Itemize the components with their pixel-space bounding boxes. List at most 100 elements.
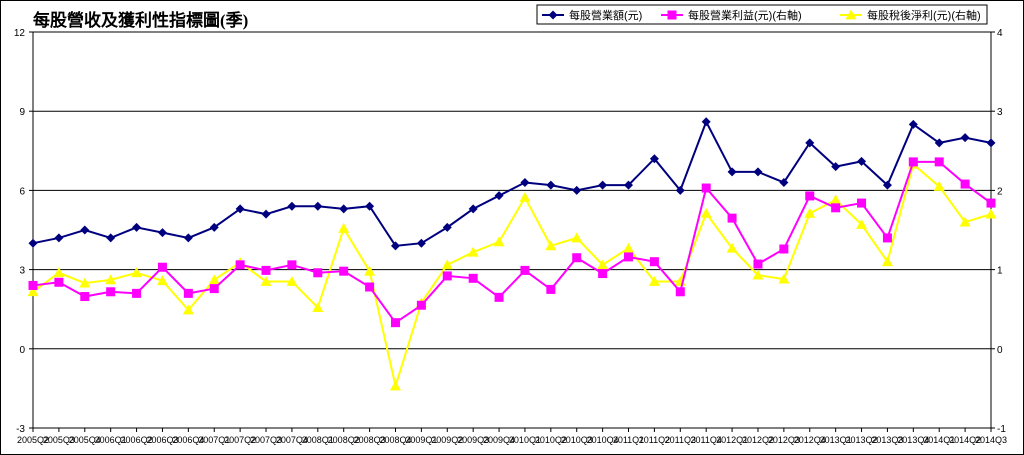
x-tick-label: 2008Q3 — [354, 435, 386, 445]
series-square — [28, 157, 996, 328]
data-point — [416, 300, 426, 310]
data-point — [546, 284, 556, 294]
x-tick-label: 2011Q2 — [639, 435, 670, 445]
data-point — [857, 198, 867, 208]
x-tick-label: 2011Q1 — [613, 435, 644, 445]
data-point — [235, 260, 245, 270]
data-point — [390, 318, 400, 328]
data-point — [572, 185, 582, 195]
data-point — [131, 267, 143, 278]
data-point — [389, 380, 401, 391]
data-point — [726, 242, 738, 253]
x-tick-label: 2006Q3 — [146, 435, 178, 445]
x-tick-label: 2012Q2 — [742, 435, 774, 445]
data-point — [752, 269, 764, 280]
x-tick-label: 2014Q3 — [975, 435, 1007, 445]
data-point — [520, 177, 530, 187]
data-point — [365, 282, 375, 292]
data-point — [209, 222, 219, 232]
data-point — [132, 288, 142, 298]
legend-marker — [548, 10, 558, 20]
data-point — [598, 180, 608, 190]
data-point — [132, 222, 142, 232]
x-tick-label: 2007Q4 — [276, 435, 308, 445]
series-line — [32, 162, 992, 390]
data-point — [831, 203, 841, 213]
data-point — [390, 241, 400, 251]
x-tick-label: 2009Q2 — [431, 435, 463, 445]
x-tick-label: 2009Q1 — [405, 435, 437, 445]
x-tick-label: 2014Q2 — [949, 435, 981, 445]
data-point — [54, 233, 64, 243]
x-tick-label: 2011Q4 — [691, 435, 722, 445]
x-tick-label: 2007Q1 — [198, 435, 230, 445]
data-point — [53, 267, 65, 278]
data-point — [545, 240, 557, 251]
data-point — [28, 280, 38, 290]
data-point — [649, 257, 659, 267]
data-point — [157, 228, 167, 238]
legend-box — [536, 4, 988, 25]
data-point — [675, 287, 685, 297]
data-point — [727, 167, 737, 177]
data-point — [79, 277, 91, 288]
data-point — [986, 198, 996, 208]
data-point — [105, 274, 117, 285]
y-right-tick-label: 3 — [997, 107, 1003, 118]
data-point — [960, 133, 970, 143]
x-tick-label: 2006Q1 — [95, 435, 127, 445]
y-left-tick-label: 0 — [19, 345, 25, 356]
data-point — [649, 154, 659, 164]
x-tick-label: 2014Q1 — [923, 435, 955, 445]
x-tick-label: 2005Q2 — [17, 435, 49, 445]
data-point — [106, 287, 116, 297]
data-point — [261, 265, 271, 275]
data-point — [27, 286, 39, 297]
data-point — [260, 275, 272, 286]
data-point — [441, 259, 453, 270]
data-point — [235, 204, 245, 214]
x-tick-label: 2013Q3 — [871, 435, 903, 445]
data-point — [183, 288, 193, 298]
legend-label: 每股營業額(元) — [569, 8, 642, 22]
data-point — [494, 292, 504, 302]
data-point — [183, 233, 193, 243]
x-tick-label: 2009Q3 — [457, 435, 489, 445]
data-point — [960, 179, 970, 189]
x-tick-label: 2006Q4 — [172, 435, 204, 445]
data-point — [182, 304, 194, 315]
data-point — [364, 265, 376, 276]
data-point — [261, 209, 271, 219]
data-point — [287, 260, 297, 270]
data-point — [157, 262, 167, 272]
x-tick-label: 2012Q4 — [794, 435, 826, 445]
x-tick-label: 2012Q3 — [768, 435, 800, 445]
y-right-tick-label: -1 — [997, 424, 1006, 435]
data-point — [28, 238, 38, 248]
data-point — [286, 275, 298, 286]
x-tick-label: 2009Q4 — [483, 435, 515, 445]
x-tick-label: 2008Q4 — [379, 435, 411, 445]
y-right-tick-label: 2 — [997, 186, 1003, 197]
data-point — [597, 259, 609, 270]
data-point — [365, 201, 375, 211]
x-tick-label: 2005Q4 — [69, 435, 101, 445]
data-point — [727, 213, 737, 223]
data-point — [494, 191, 504, 201]
data-point — [701, 117, 711, 127]
y-right-tick-label: 1 — [997, 266, 1003, 277]
x-tick-label: 2010Q1 — [509, 435, 541, 445]
data-point — [778, 273, 790, 284]
data-point — [986, 138, 996, 148]
data-point — [208, 274, 220, 285]
data-point — [805, 191, 815, 201]
x-tick-label: 2010Q2 — [535, 435, 567, 445]
legend-label: 每股稅後淨利(元)(右軸) — [867, 8, 981, 22]
chart-title: 每股營收及獲利性指標圖(季) — [33, 10, 248, 30]
x-tick-label: 2008Q2 — [328, 435, 360, 445]
x-tick-label: 2013Q4 — [897, 435, 929, 445]
data-point — [312, 302, 324, 313]
data-point — [831, 162, 841, 172]
